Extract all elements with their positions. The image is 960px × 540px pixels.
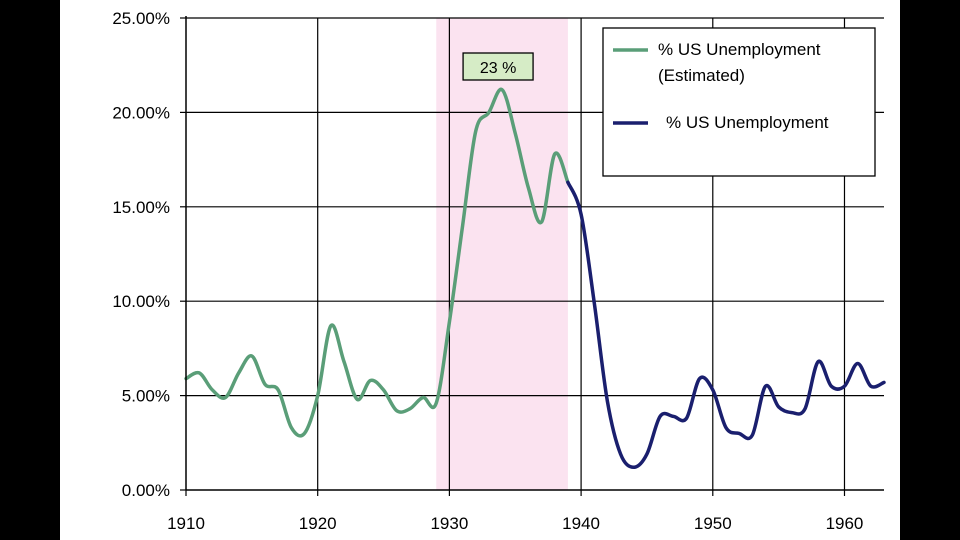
- y-tick-label: 0.00%: [122, 481, 170, 500]
- legend-label: (Estimated): [658, 66, 745, 85]
- y-tick-label: 20.00%: [112, 103, 170, 122]
- x-tick-label: 1910: [167, 514, 205, 533]
- y-tick-label: 5.00%: [122, 387, 170, 406]
- x-tick-label: 1920: [299, 514, 337, 533]
- peak-callout-box: [462, 52, 534, 81]
- y-tick-label: 10.00%: [112, 292, 170, 311]
- legend-label: % US Unemployment: [658, 40, 821, 59]
- x-tick-label: 1960: [826, 514, 864, 533]
- unemployment-chart: 0.00% 5.00% 10.00% 15.00% 20.00% 25.00% 1910 19…: [112, 9, 886, 533]
- legend-box: [602, 27, 876, 177]
- chart-slide: 0.00% 5.00% 10.00% 15.00% 20.00% 25.00% 1910 19…: [60, 0, 900, 540]
- y-tick-label: 25.00%: [112, 9, 170, 28]
- series-line-estimated: [184, 87, 570, 438]
- series-line-unemployment: [566, 180, 886, 470]
- x-tick-label: 1940: [562, 514, 600, 533]
- x-tick-label: 1950: [694, 514, 732, 533]
- x-tick-label: 1930: [430, 514, 468, 533]
- legend-label: % US Unemployment: [666, 113, 829, 132]
- peak-callout-label: 23 %: [480, 60, 516, 77]
- y-tick-label: 15.00%: [112, 198, 170, 217]
